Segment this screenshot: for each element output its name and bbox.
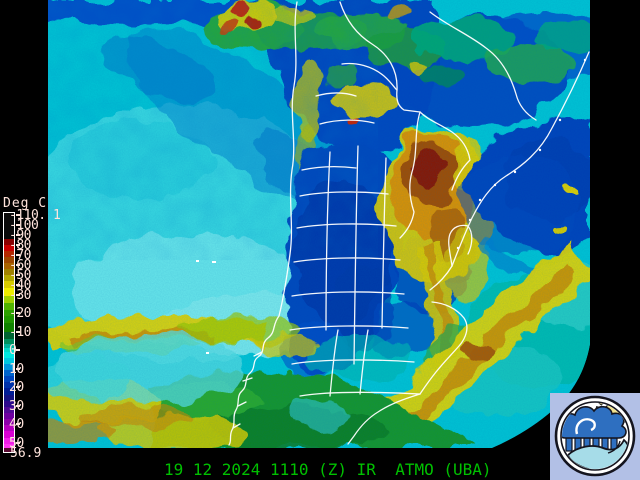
scale-tick xyxy=(16,349,20,351)
scale-label: 0 xyxy=(9,343,17,358)
scale-label: -40 xyxy=(9,278,31,293)
atmo-uba-logo xyxy=(550,393,640,480)
scale-tick xyxy=(16,423,20,425)
scale-tick xyxy=(16,234,20,236)
scale-colorbar xyxy=(3,212,15,453)
scale-label: -60 xyxy=(9,258,31,273)
scale-tick xyxy=(16,264,20,266)
rain-icon xyxy=(565,437,618,452)
scale-tick xyxy=(16,214,20,216)
scale-label: -50 xyxy=(9,268,31,283)
scale-tick xyxy=(16,224,20,226)
scale-tick xyxy=(16,331,20,333)
scale-max-label: 56.9 xyxy=(10,446,42,461)
country-borders-overlay xyxy=(228,1,590,446)
scale-title: Deg C xyxy=(3,196,48,211)
scale-label: 50 xyxy=(9,436,24,451)
scale-tick xyxy=(16,254,20,256)
scale-tick xyxy=(16,274,20,276)
scale-tick xyxy=(16,294,20,296)
scale-tick xyxy=(16,405,20,407)
scale-label: 10 xyxy=(9,362,24,377)
earth-disk xyxy=(48,0,590,448)
scale-label: -70 xyxy=(9,248,31,263)
timestamp-text: 19 12 2024 1110 (Z) IR ATMO (UBA) xyxy=(164,460,492,479)
scale-label: -90 xyxy=(9,228,31,243)
scale-label: -100 xyxy=(9,218,39,233)
scale-label: -110. 1 xyxy=(9,208,61,223)
scale-tick xyxy=(16,442,20,444)
scale-label: -80 xyxy=(9,238,31,253)
scale-label: -30 xyxy=(9,288,31,303)
scale-tick xyxy=(16,284,20,286)
cloud-icon xyxy=(562,405,627,439)
scale-tick xyxy=(16,244,20,246)
cloud-mottle-texture xyxy=(48,0,378,260)
scale-tick xyxy=(16,368,20,370)
scale-label: -10 xyxy=(9,325,31,340)
scale-label: 40 xyxy=(9,417,24,432)
scale-label: 30 xyxy=(9,399,24,414)
coast-specks xyxy=(196,58,587,354)
scale-label: -20 xyxy=(9,306,31,321)
scale-tick xyxy=(16,386,20,388)
scale-label: 20 xyxy=(9,380,24,395)
scale-tick xyxy=(16,312,20,314)
